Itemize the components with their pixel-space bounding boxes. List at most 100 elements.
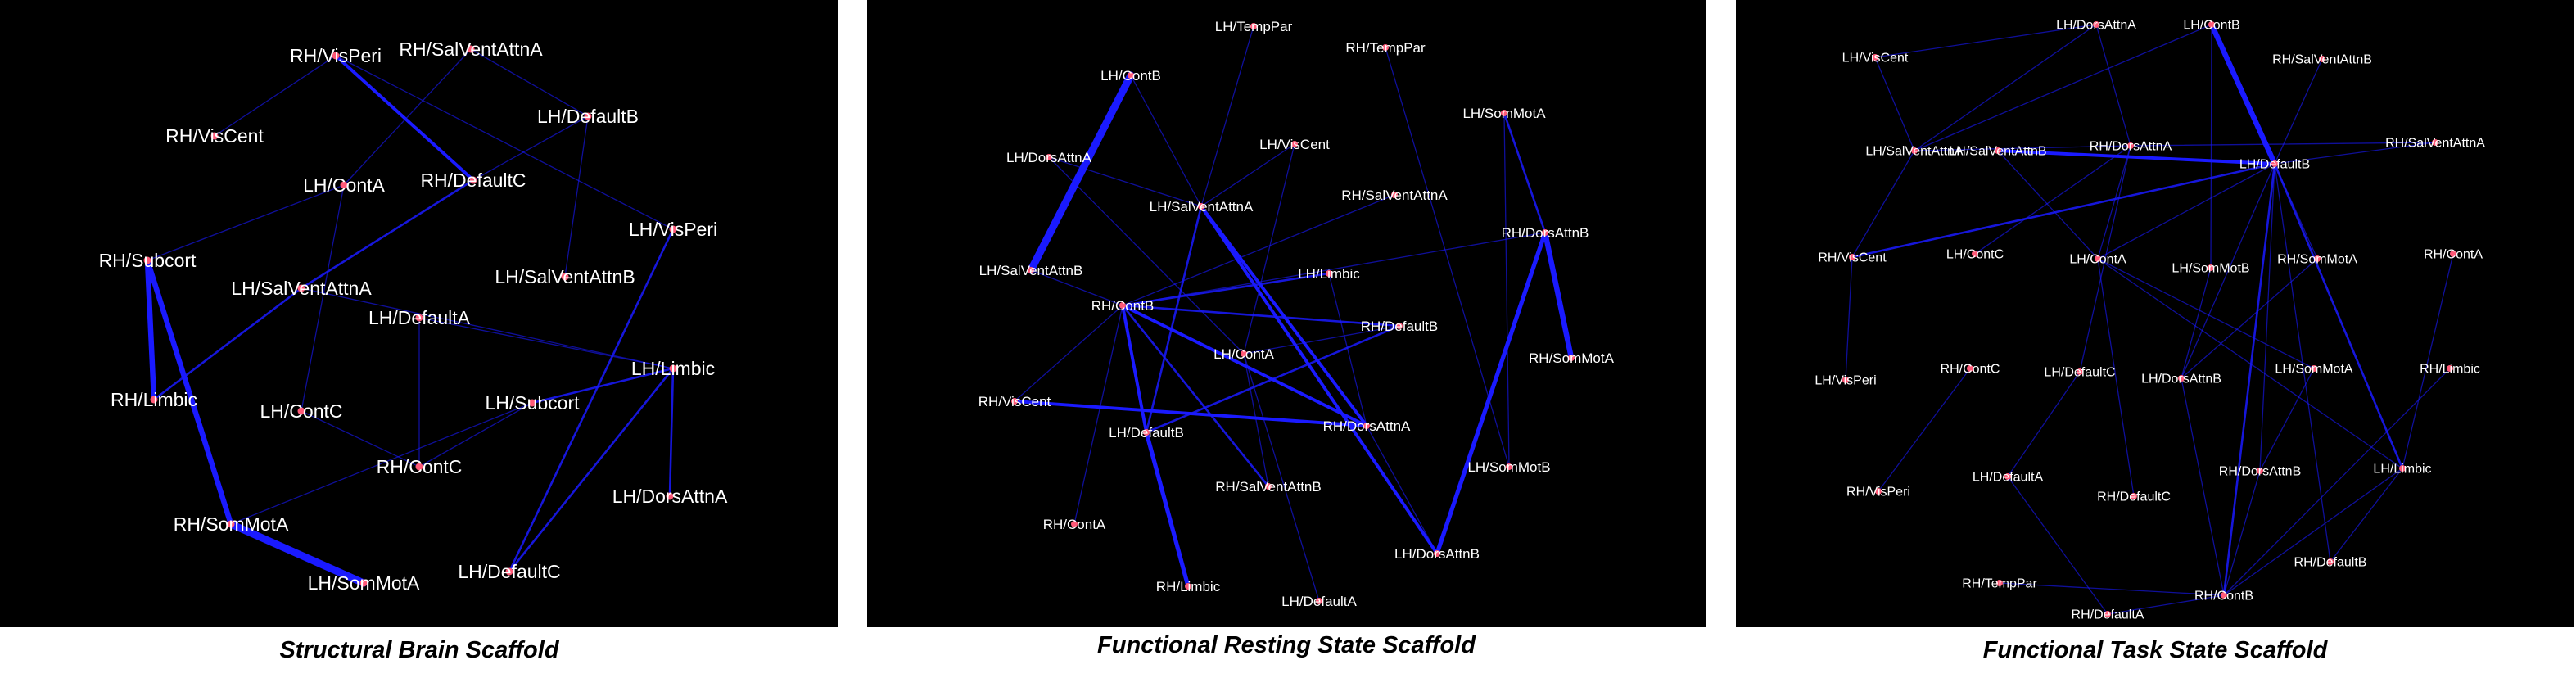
node-dot: [2077, 368, 2083, 375]
task-panel: LH/DorsAttnA LH/ContB LH/VisCent RH/SalVent…: [1736, 0, 2574, 627]
node-dot: [1501, 110, 1507, 116]
node-dot: [669, 225, 677, 233]
node-label: LH/SomMotB: [1467, 459, 1550, 475]
edge-r16-r12: [1014, 305, 1123, 402]
edge-s2-s4: [470, 48, 589, 117]
node-label: LH/DefaultB: [2239, 158, 2310, 172]
node-t20: RH/Limbic: [2420, 363, 2480, 377]
edge-t2-t9: [2208, 21, 2278, 167]
edge-t23-t27: [2330, 468, 2403, 563]
edge-t13-t18: [2181, 267, 2212, 379]
node-label: RH/VisCent: [978, 394, 1051, 409]
edge-t9-t12: [2097, 163, 2275, 260]
node-dot: [469, 176, 477, 184]
structural-caption: Structural Brain Scaffold: [279, 637, 559, 663]
node-label: RH/DorsAttnA: [2090, 140, 2172, 154]
node-t11: LH/ContC: [1946, 248, 2004, 262]
node-dot: [150, 396, 158, 404]
node-dot: [1872, 54, 1878, 61]
node-label: LH/Limbic: [631, 358, 715, 379]
node-label: RH/ContC: [1941, 363, 2000, 377]
node-dot: [1326, 270, 1332, 277]
node-s11: LH/DefaultA: [368, 307, 471, 328]
node-label: LH/VisCent: [1842, 52, 1909, 66]
node-label: LH/TempPar: [1215, 19, 1293, 34]
edge-t14-t18: [2181, 258, 2318, 379]
node-label: RH/ContB: [2194, 590, 2253, 603]
node-label: RH/ContB: [1091, 298, 1155, 314]
node-dot: [2208, 264, 2214, 271]
edge-t19-t22: [2259, 368, 2315, 472]
node-dot: [1028, 267, 1034, 273]
node-dot: [2447, 365, 2453, 372]
node-label: LH/DefaultA: [1281, 594, 1357, 609]
node-r16: RH/VisCent: [978, 394, 1051, 409]
edge-t23-t29: [2223, 468, 2403, 596]
edge-t3-t5: [1874, 56, 1915, 151]
node-dot: [2271, 160, 2278, 167]
node-dot: [1071, 521, 1078, 527]
node-dot: [2319, 56, 2325, 62]
edge-t29-t30: [2107, 594, 2225, 615]
node-dot: [415, 463, 423, 471]
node-label: RH/Limbic: [111, 389, 197, 410]
node-label: LH/SomMotB: [2172, 262, 2249, 276]
node-label: LH/ContC: [1946, 248, 2004, 262]
node-label: LH/SomMotA: [2275, 363, 2352, 377]
structural-network-graph: RH/VisPeri RH/SalVentAttnA RH/VisCent LH/De…: [99, 38, 728, 594]
edge-s2-s5: [343, 48, 472, 186]
edge-t17-t24: [2007, 371, 2081, 477]
edge-s15-s16: [418, 402, 533, 468]
edge-layer: [144, 48, 675, 587]
node-r5: LH/DorsAttnA: [1006, 150, 1092, 165]
node-dot: [467, 45, 475, 53]
node-dot: [332, 52, 340, 60]
node-dot: [1972, 251, 1978, 257]
node-dot: [2311, 365, 2317, 372]
edge-t24-t30: [2007, 476, 2108, 615]
node-dot: [1967, 365, 1973, 372]
edge-r9-r22: [1435, 230, 1548, 556]
node-s15: LH/Subcort: [485, 392, 580, 414]
edge-r1-r7: [1200, 25, 1254, 207]
node-t22: RH/DorsAttnB: [2219, 465, 2301, 479]
node-t15: RH/ContA: [2424, 248, 2483, 262]
node-r2: RH/TempPar: [1345, 40, 1426, 56]
node-label: RH/SomMotA: [174, 513, 289, 535]
node-dot: [2399, 465, 2406, 472]
node-dot: [669, 364, 677, 373]
node-label: RH/VisPeri: [1846, 486, 1910, 499]
edge-s6-s10: [300, 179, 475, 290]
resting-network-graph: LH/TempPar RH/TempPar LH/ContB LH/SomMotA LH…: [978, 19, 1615, 609]
node-label: RH/SomMotA: [1529, 350, 1615, 366]
node-t21: LH/VisPeri: [1814, 374, 1876, 388]
node-dot: [2104, 611, 2111, 617]
node-dot: [1506, 463, 1512, 470]
node-t26: RH/DefaultC: [2097, 490, 2171, 504]
node-s10: LH/SalVentAttnA: [231, 278, 372, 299]
node-label: RH/VisCent: [1818, 251, 1887, 265]
node-label: LH/DefaultB: [537, 106, 639, 127]
node-r13: RH/DefaultB: [1361, 319, 1438, 334]
edge-t20-t29: [2223, 368, 2451, 596]
node-dot: [2208, 21, 2215, 28]
edge-r22-r18: [1366, 425, 1438, 554]
node-s4: LH/DefaultB: [537, 106, 639, 127]
edge-s12-s17: [668, 367, 675, 498]
edge-r6-r15: [1243, 143, 1295, 355]
node-label: LH/SalVentAttnA: [1865, 145, 1964, 159]
node-dot: [1185, 583, 1191, 590]
edge-t9-t22: [2259, 163, 2275, 472]
edge-t18-t29: [2181, 377, 2225, 596]
node-s17: LH/DorsAttnA: [612, 486, 728, 507]
resting-caption: Functional Resting State Scaffold: [1097, 632, 1476, 658]
node-dot: [2178, 375, 2185, 382]
edge-t8-t6: [2130, 142, 2436, 147]
node-r24: LH/DefaultA: [1281, 594, 1357, 609]
node-label: LH/ContA: [303, 174, 385, 196]
node-dot: [1363, 423, 1370, 429]
edge-t1-t8: [2095, 24, 2131, 147]
node-dot: [666, 492, 674, 500]
node-label: LH/ContB: [1100, 68, 1161, 84]
edge-t10-t21: [1845, 256, 1853, 381]
